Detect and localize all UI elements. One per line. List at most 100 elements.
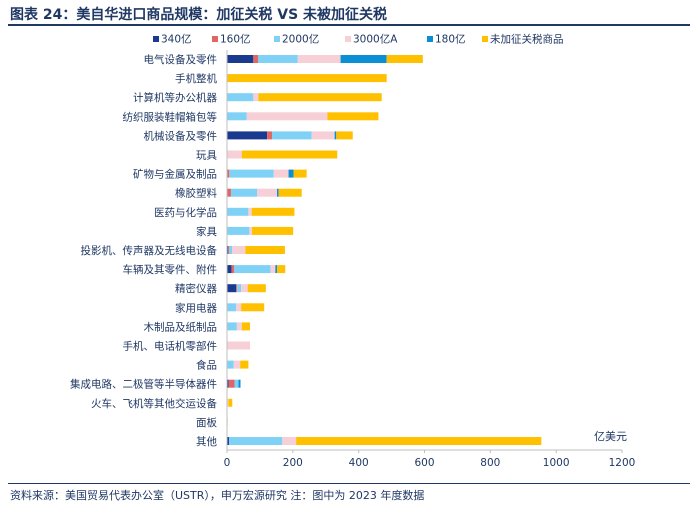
bar-segment	[311, 131, 335, 140]
category-label: 手机整机	[175, 72, 217, 85]
bar-segment	[249, 226, 253, 235]
category-label: 家用电器	[175, 301, 217, 314]
bar-segment	[227, 150, 242, 159]
bar-segment	[296, 437, 542, 445]
bar-segment	[227, 226, 250, 235]
bar-segment	[240, 360, 249, 369]
bar-segment	[386, 55, 423, 63]
category-label: 纺织服装鞋帽箱包等	[123, 110, 218, 123]
category-label: 其他	[196, 435, 217, 448]
bar-segment	[258, 93, 382, 102]
legend-label-6: 未加征关税商品	[490, 33, 564, 46]
category-label: 电气设备及零件	[144, 53, 218, 66]
bar-segment	[227, 398, 229, 407]
category-label: 橡胶塑料	[175, 187, 217, 200]
legend-swatch-4	[345, 36, 351, 42]
bar-segment	[247, 284, 266, 293]
bar-segment	[228, 379, 235, 388]
legend-label-5: 180亿	[435, 33, 466, 46]
bar-segment	[231, 265, 235, 274]
bar-segment	[227, 379, 229, 388]
bar-segment	[232, 246, 246, 254]
legend-swatch-1	[153, 36, 159, 42]
bar-segment	[251, 207, 295, 216]
bar-segment	[228, 437, 283, 445]
bar-segment	[229, 169, 274, 178]
bar-segment	[227, 188, 231, 197]
bar-segment	[297, 55, 341, 63]
bar-segment	[227, 437, 229, 445]
legend-label-1: 340亿	[161, 33, 192, 46]
bar-segment	[248, 207, 252, 216]
legend-swatch-3	[274, 36, 280, 42]
bar-segment	[227, 93, 254, 102]
bar-segment	[272, 131, 312, 140]
category-label: 矿物与金属及制品	[133, 168, 217, 181]
x-tick-label: 800	[480, 457, 500, 469]
bar-segment	[234, 265, 271, 274]
category-label: 精密仪器	[175, 282, 217, 295]
bar-segment	[227, 322, 237, 331]
bar-segment	[227, 131, 268, 140]
x-tick-label: 400	[349, 457, 369, 469]
bar-segment	[273, 169, 289, 178]
bar-segment	[230, 188, 258, 197]
bar-segment	[258, 55, 298, 63]
category-label: 手机、电话机零部件	[123, 340, 218, 353]
bar-segment	[252, 226, 294, 235]
legend-swatch-2	[212, 36, 218, 42]
x-tick-label: 1000	[543, 457, 570, 469]
bar-segment	[282, 437, 297, 445]
bar-segment	[227, 112, 247, 121]
x-tick-label: 200	[283, 457, 303, 469]
category-label: 计算机等办公机器	[133, 91, 217, 104]
bar-segment	[227, 246, 229, 254]
category-label: 车辆及其零件、附件	[123, 263, 218, 276]
bar-segment	[238, 379, 241, 388]
bar-segment	[233, 360, 241, 369]
bar-segment	[253, 55, 259, 63]
bar-segment	[277, 188, 279, 197]
bar-segment	[227, 169, 230, 178]
bar-segment	[267, 131, 273, 140]
bar-segment	[227, 303, 237, 312]
chart-title: 图表 24：美自华进口商品规模：加征关税 VS 未被加征关税	[10, 7, 388, 23]
bar-segment	[241, 284, 248, 293]
category-label: 食品	[196, 359, 217, 372]
category-label: 机械设备及零件	[144, 129, 218, 142]
bar-segment	[227, 55, 254, 63]
bar-segment	[288, 169, 294, 178]
category-label: 家具	[196, 225, 217, 238]
bar-segment	[236, 303, 242, 312]
bar-segment	[241, 303, 265, 312]
category-label: 投影机、传声器及无线电设备	[81, 244, 218, 257]
legend-label-4: 3000亿A	[353, 33, 398, 46]
bar-segment	[227, 74, 387, 83]
source-divider	[8, 483, 690, 484]
category-label: 医药与化学品	[154, 206, 217, 219]
bar-segment	[336, 131, 353, 140]
x-tick-label: 600	[414, 457, 434, 469]
bar-segment	[257, 188, 278, 197]
bar-segment	[253, 93, 259, 102]
bar-segment	[277, 265, 286, 274]
title-divider	[8, 24, 690, 26]
bar-segment	[327, 112, 379, 121]
category-label: 火车、飞机等其他交运设备	[91, 397, 217, 410]
bar-segment	[245, 246, 285, 254]
bar-segment	[293, 169, 307, 178]
bar-segment	[227, 341, 251, 350]
bar-segment	[236, 284, 238, 293]
legend-swatch-6	[482, 36, 488, 42]
bar-segment	[340, 55, 387, 63]
category-label: 木制品及纸制品	[144, 320, 218, 333]
bar-segment	[275, 265, 278, 274]
bar-segment	[228, 398, 233, 407]
bar-segment	[227, 207, 249, 216]
bar-segment	[227, 360, 234, 369]
x-tick-label: 1200	[609, 457, 636, 469]
source-note: 资料来源：美国贸易代表办公室（USTR），申万宏源研究 注：图中为 2023 年…	[10, 489, 425, 502]
bar-segment	[278, 188, 302, 197]
bar-segment	[228, 246, 233, 254]
